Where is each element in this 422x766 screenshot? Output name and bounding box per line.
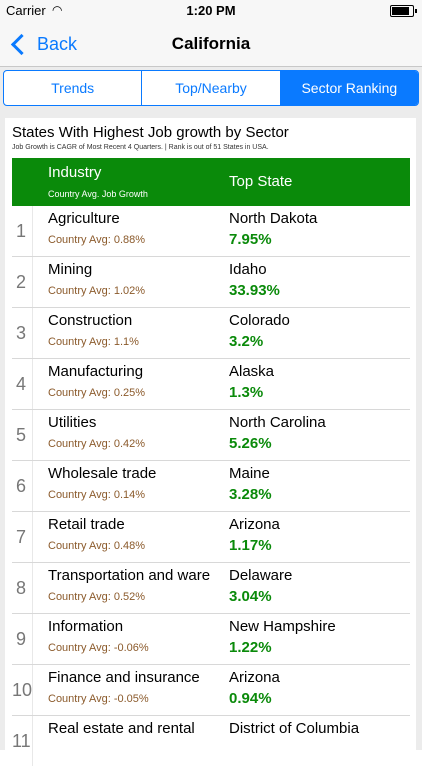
cell-divider [32,206,33,256]
row-top-state: North Dakota [229,210,318,227]
row-industry: Mining [48,261,93,278]
status-time: 1:20 PM [186,3,236,18]
carrier-label: Carrier [6,3,46,18]
row-top-state: Arizona [229,516,280,533]
row-country-avg: Country Avg: 0.42% [48,438,146,450]
row-growth: 1.22% [229,639,272,656]
row-growth: 1.17% [229,537,272,554]
row-rank: 7 [12,512,30,562]
chevron-left-icon [10,33,33,55]
row-industry: Construction [48,312,133,329]
row-rank: 4 [12,359,30,409]
navigation-bar: Back California [0,22,422,67]
cell-divider [32,359,33,409]
row-rank: 2 [12,257,30,307]
row-rank: 6 [12,461,30,511]
row-rank: 11 [12,716,31,766]
row-industry: Information [48,618,124,635]
table-row[interactable]: 3 Construction Country Avg: 1.1% Colorad… [12,308,410,359]
row-country-avg: Country Avg: 0.48% [48,540,146,552]
cell-divider [32,461,33,511]
row-top-state: Colorado [229,312,290,329]
row-top-state: Idaho [229,261,267,278]
row-country-avg: Country Avg: -0.05% [48,693,149,705]
sector-table: 1 Agriculture Country Avg: 0.88% North D… [12,206,410,766]
row-country-avg: Country Avg: 0.52% [48,591,146,603]
row-industry: Manufacturing [48,363,144,380]
cell-divider [32,410,33,460]
row-rank: 9 [12,614,30,664]
row-growth: 3.28% [229,486,272,503]
row-rank: 10 [12,665,32,715]
segment-area: Trends Top/Nearby Sector Ranking [0,67,422,113]
row-growth: 33.93% [229,282,280,299]
row-country-avg: Country Avg: 0.14% [48,489,146,501]
cell-divider [32,665,33,715]
row-growth: 7.95% [229,231,272,248]
table-row[interactable]: 5 Utilities Country Avg: 0.42% North Car… [12,410,410,461]
cell-divider [32,512,33,562]
header-top-state: Top State [229,173,293,190]
row-country-avg: Country Avg: 0.88% [48,234,146,246]
row-top-state: Delaware [229,567,293,584]
row-industry: Wholesale trade [48,465,157,482]
row-growth: 5.26% [229,435,272,452]
row-top-state: North Carolina [229,414,326,431]
content-background: States With Highest Job growth by Sector… [0,113,422,766]
cell-divider [32,716,33,766]
row-country-avg: Country Avg: 0.25% [48,387,146,399]
row-growth: 3.04% [229,588,272,605]
row-industry: Transportation and ware [48,567,211,584]
tab-trends[interactable]: Trends [4,71,143,105]
row-industry: Utilities [48,414,97,431]
table-row[interactable]: 8 Transportation and ware Country Avg: 0… [12,563,410,614]
cell-divider [32,563,33,613]
table-row[interactable]: 9 Information Country Avg: -0.06% New Ha… [12,614,410,665]
panel-title: States With Highest Job growth by Sector [12,124,289,141]
table-row[interactable]: 11 Real estate and rental District of Co… [12,716,410,766]
tab-top-nearby[interactable]: Top/Nearby [142,71,281,105]
panel-subtitle: Job Growth is CAGR of Most Recent 4 Quar… [12,144,269,151]
row-rank: 3 [12,308,30,358]
row-top-state: Arizona [229,669,280,686]
back-button[interactable]: Back [8,22,77,66]
row-growth: 1.3% [229,384,264,401]
cell-divider [32,614,33,664]
status-bar: Carrier ◠ 1:20 PM [0,0,422,22]
segmented-control: Trends Top/Nearby Sector Ranking [3,70,419,106]
back-label: Back [37,33,78,54]
row-rank: 1 [12,206,30,256]
row-top-state: Alaska [229,363,275,380]
cell-divider [32,308,33,358]
row-top-state: District of Columbia [229,720,360,737]
row-industry: Finance and insurance [48,669,200,686]
table-header: Industry Country Avg. Job Growth Top Sta… [12,158,410,206]
table-row[interactable]: 1 Agriculture Country Avg: 0.88% North D… [12,206,410,257]
cell-divider [32,257,33,307]
table-row[interactable]: 10 Finance and insurance Country Avg: -0… [12,665,410,716]
row-country-avg: Country Avg: 1.02% [48,285,146,297]
table-row[interactable]: 4 Manufacturing Country Avg: 0.25% Alask… [12,359,410,410]
tab-sector-ranking[interactable]: Sector Ranking [280,71,418,105]
row-rank: 8 [12,563,30,613]
row-top-state: New Hampshire [229,618,336,635]
row-growth: 3.2% [229,333,264,350]
table-row[interactable]: 7 Retail trade Country Avg: 0.48% Arizon… [12,512,410,563]
row-country-avg: Country Avg: -0.06% [48,642,149,654]
table-row[interactable]: 6 Wholesale trade Country Avg: 0.14% Mai… [12,461,410,512]
row-top-state: Maine [229,465,270,482]
row-growth: 0.94% [229,690,272,707]
table-row[interactable]: 2 Mining Country Avg: 1.02% Idaho 33.93% [12,257,410,308]
sector-ranking-panel: States With Highest Job growth by Sector… [5,118,416,766]
battery-icon [390,5,417,17]
row-rank: 5 [12,410,30,460]
wifi-icon: ◠ [52,3,63,17]
row-industry: Real estate and rental [48,720,195,737]
row-industry: Agriculture [48,210,120,227]
header-country-avg: Country Avg. Job Growth [48,189,148,199]
header-industry: Industry [48,164,102,181]
row-industry: Retail trade [48,516,125,533]
row-country-avg: Country Avg: 1.1% [48,336,139,348]
